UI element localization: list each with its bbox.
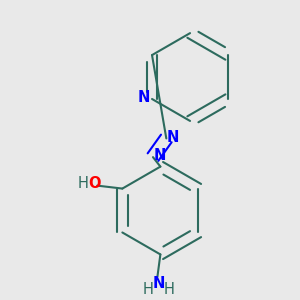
Text: H: H bbox=[164, 282, 175, 297]
Text: H: H bbox=[143, 282, 154, 297]
Text: O: O bbox=[88, 176, 100, 191]
Text: N: N bbox=[153, 148, 166, 164]
Text: N: N bbox=[137, 90, 150, 105]
Text: H: H bbox=[77, 176, 88, 191]
Text: N: N bbox=[167, 130, 179, 145]
Text: N: N bbox=[153, 276, 165, 291]
